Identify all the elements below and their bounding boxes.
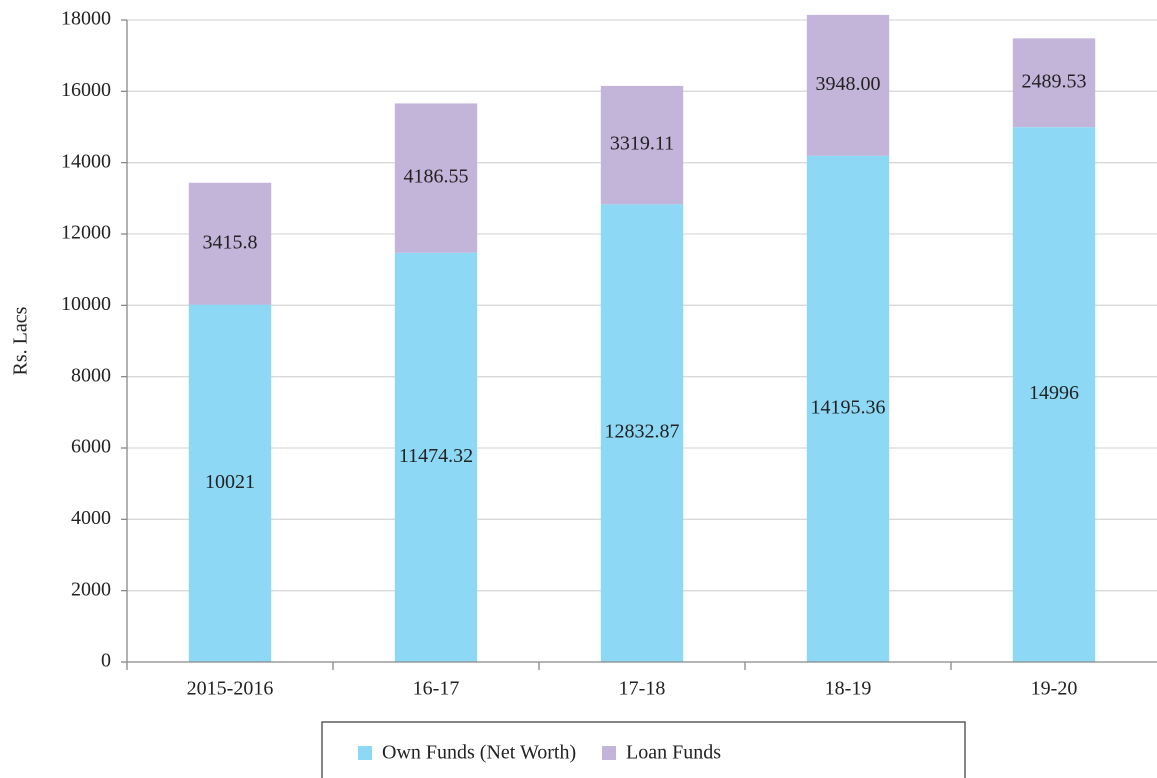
data-label: 3415.8 — [203, 231, 258, 253]
x-tick-label: 18-19 — [825, 678, 872, 700]
data-label: 3319.11 — [610, 133, 674, 155]
y-tick-label: 8000 — [71, 364, 111, 386]
legend-label: Loan Funds — [626, 742, 721, 764]
y-tick-label: 4000 — [71, 507, 111, 529]
x-tick-label: 17-18 — [619, 678, 666, 700]
bar-segment — [600, 204, 684, 662]
x-tick-label: 19-20 — [1031, 678, 1078, 700]
data-label: 12832.87 — [605, 421, 680, 443]
y-tick-label: 0 — [101, 650, 111, 672]
bar-segment — [1012, 127, 1096, 662]
data-label: 4186.55 — [404, 166, 469, 188]
y-tick-label: 2000 — [71, 578, 111, 600]
bar-segment — [806, 155, 890, 662]
data-label: 11474.32 — [399, 445, 473, 467]
y-tick-label: 10000 — [61, 293, 111, 315]
legend-swatch — [358, 746, 372, 760]
data-label: 10021 — [205, 471, 255, 493]
data-label: 14195.36 — [811, 396, 886, 418]
bar-segment — [1012, 38, 1096, 128]
bar-segment — [600, 85, 684, 205]
legend-label: Own Funds (Net Worth) — [382, 742, 576, 764]
legend-box — [321, 721, 966, 778]
x-tick-label: 2015-2016 — [187, 678, 274, 700]
y-tick-label: 18000 — [61, 8, 111, 30]
bar-segment — [188, 182, 272, 305]
bar-segment — [188, 304, 272, 662]
x-tick-label: 16-17 — [413, 678, 460, 700]
y-tick-label: 6000 — [71, 436, 111, 458]
data-label: 14996 — [1029, 382, 1079, 404]
y-tick-label: 14000 — [61, 150, 111, 172]
bar-segment — [394, 103, 478, 253]
y-tick-label: 16000 — [61, 79, 111, 101]
legend-swatch — [602, 746, 616, 760]
y-tick-label: 12000 — [61, 222, 111, 244]
bar-segment — [806, 14, 890, 156]
data-label: 3948.00 — [816, 73, 881, 95]
data-label: 2489.53 — [1022, 70, 1087, 92]
bar-segment — [394, 252, 478, 662]
y-axis-label: Rs. Lacs — [10, 306, 32, 375]
